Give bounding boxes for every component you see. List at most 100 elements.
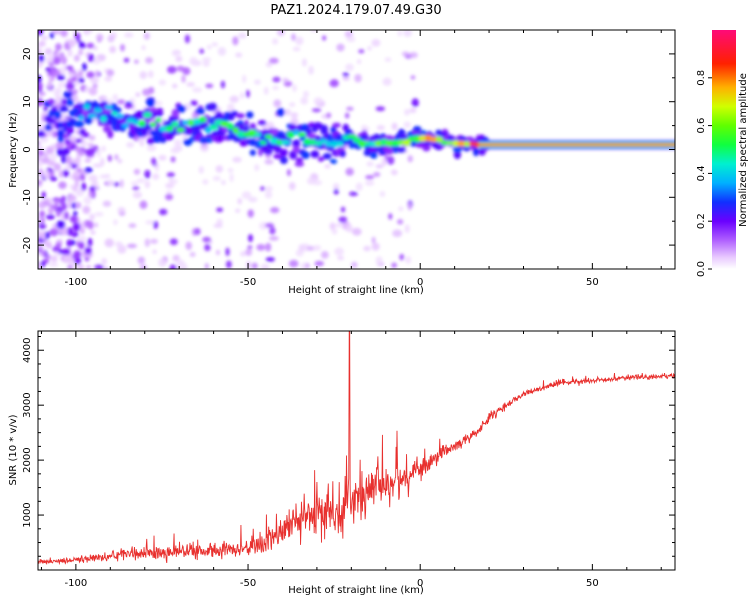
heatmap-noise-cell <box>146 144 157 152</box>
heatmap-noise-cell <box>68 195 77 202</box>
heatmap-ridge-cell <box>74 120 85 128</box>
heatmap-noise-cell <box>72 211 78 216</box>
heatmap-noise-cell <box>248 234 253 243</box>
heatmap-noise-cell <box>290 117 299 126</box>
heatmap-noise-cell <box>133 168 141 175</box>
heatmap-noise-cell <box>320 251 329 259</box>
heatmap-noise-cell <box>251 262 258 269</box>
heatmap-noise-cell <box>88 192 93 198</box>
heatmap-noise-cell <box>165 182 175 189</box>
heatmap-noise-cell <box>83 196 92 205</box>
heatmap-noise-cell <box>62 248 71 256</box>
colorbar-tick-label: 0.0 <box>696 261 707 277</box>
heatmap-ridge-cell <box>84 116 93 125</box>
colorbar-tick-label: 0.2 <box>696 213 707 229</box>
heatmap-noise-cell <box>371 242 380 251</box>
heatmap-ridge-cell <box>273 153 283 160</box>
heatmap-ridge-cell <box>102 108 112 114</box>
heatmap-noise-cell <box>38 54 45 63</box>
heatmap-noise-cell <box>256 243 266 251</box>
heatmap-noise-cell <box>104 174 111 179</box>
heatmap-noise-cell <box>172 83 178 89</box>
heatmap-noise-cell <box>150 238 158 244</box>
colorbar-tick-label: 0.4 <box>696 165 707 181</box>
heatmap-noise-cell <box>373 172 381 177</box>
heatmap-noise-cell <box>308 65 314 75</box>
heatmap-noise-cell <box>72 89 78 94</box>
heatmap-noise-cell <box>65 81 75 91</box>
heatmap-noise-cell <box>62 254 71 264</box>
heatmap-ridge-core <box>303 138 311 146</box>
x-tick-label: -50 <box>240 578 256 589</box>
heatmap-noise-cell <box>172 256 180 262</box>
heatmap-ridge-cell <box>292 139 301 149</box>
heatmap-noise-cell <box>139 71 148 80</box>
spectrogram-x-axis-label: Height of straight line (km) <box>288 285 424 296</box>
heatmap-noise-cell <box>237 32 247 39</box>
heatmap-ridge-cell <box>332 122 341 128</box>
heatmap-noise-cell <box>305 262 310 269</box>
snr-series-line <box>38 331 675 566</box>
heatmap-noise-cell <box>73 54 80 62</box>
heatmap-noise-cell <box>314 260 325 267</box>
heatmap-ridge-core <box>446 140 455 145</box>
heatmap-ridge-cell <box>53 111 62 119</box>
heatmap-ridge-core <box>440 140 450 145</box>
heatmap-noise-cell <box>291 33 296 41</box>
heatmap-noise-cell <box>371 236 376 244</box>
heatmap-noise-cell <box>55 43 62 51</box>
heatmap-noise-cell <box>106 179 115 187</box>
heatmap-ridge-cell <box>149 111 158 118</box>
heatmap-noise-cell <box>84 158 92 163</box>
y-tick-label: 3000 <box>22 392 33 417</box>
heatmap-noise-cell <box>240 251 246 257</box>
heatmap-noise-cell <box>363 245 371 252</box>
heatmap-noise-cell <box>245 248 253 256</box>
heatmap-noise-cell <box>202 236 212 243</box>
heatmap-noise-cell <box>132 191 143 199</box>
heatmap-noise-cell <box>60 195 67 201</box>
heatmap-ridge-cell <box>313 122 323 130</box>
heatmap-ridge-cell <box>370 151 378 159</box>
heatmap-noise-cell <box>410 75 416 80</box>
heatmap-noise-cell <box>295 36 304 46</box>
heatmap-noise-cell <box>80 172 86 182</box>
heatmap-noise-cell <box>136 178 146 184</box>
heatmap-ridge-cell <box>56 129 65 139</box>
heatmap-noise-cell <box>90 230 96 235</box>
heatmap-noise-cell <box>404 108 410 116</box>
heatmap-noise-cell <box>159 208 168 216</box>
heatmap-noise-cell <box>221 180 226 186</box>
heatmap-noise-cell <box>345 167 354 176</box>
heatmap-noise-cell <box>313 245 322 251</box>
heatmap-noise-cell <box>38 121 44 131</box>
heatmap-noise-cell <box>152 173 160 180</box>
heatmap-noise-cell <box>398 206 404 212</box>
heatmap-ridge-cell <box>249 149 256 156</box>
heatmap-ridge-cell <box>66 98 74 107</box>
heatmap-noise-cell <box>52 197 61 202</box>
y-tick-label: 20 <box>22 48 33 61</box>
heatmap-noise-cell <box>38 155 43 162</box>
heatmap-noise-cell <box>139 264 148 269</box>
heatmap-ridge-core <box>320 139 328 144</box>
heatmap-noise-cell <box>38 98 44 107</box>
heatmap-noise-cell <box>117 244 127 254</box>
heatmap-noise-cell <box>38 149 44 157</box>
heatmap-noise-cell <box>45 67 51 72</box>
heatmap-noise-cell <box>227 103 235 113</box>
heatmap-noise-cell <box>144 169 151 179</box>
heatmap-noise-cell <box>86 30 94 34</box>
heatmap-noise-cell <box>101 145 106 152</box>
heatmap-noise-cell <box>38 242 41 250</box>
heatmap-noise-cell <box>346 106 354 111</box>
heatmap-ridge-core <box>104 104 114 110</box>
heatmap-noise-cell <box>403 121 411 128</box>
heatmap-ridge-cell <box>329 158 338 164</box>
heatmap-noise-cell <box>229 95 239 103</box>
heatmap-noise-cell <box>263 86 269 95</box>
heatmap-noise-cell <box>345 63 354 72</box>
heatmap-noise-cell <box>375 164 384 169</box>
heatmap-ridge-cell <box>322 152 332 160</box>
heatmap-noise-cell <box>75 202 82 209</box>
